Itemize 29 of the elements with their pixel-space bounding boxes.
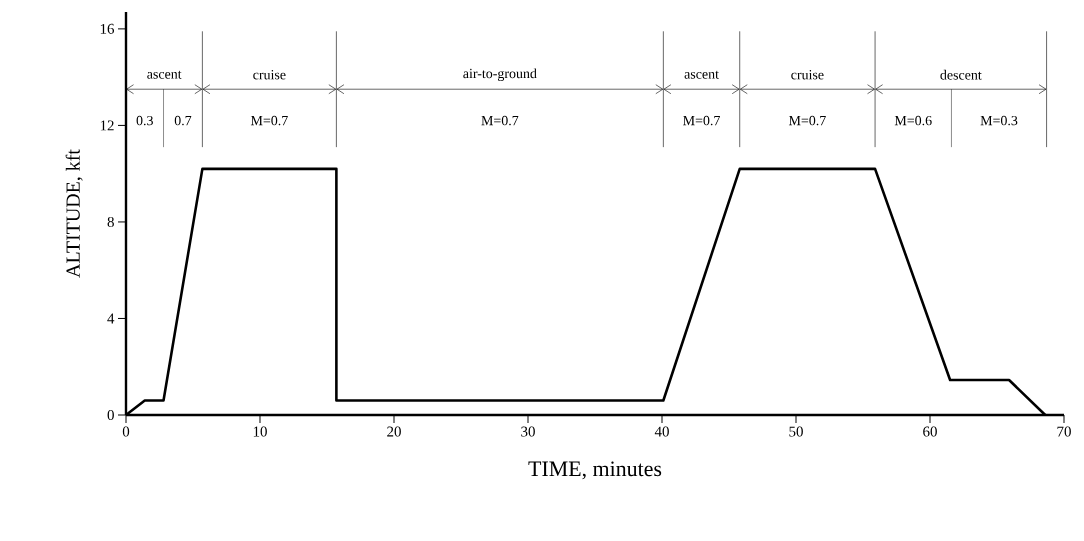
- annotation: M=0.7: [250, 115, 288, 126]
- y-tick-label: 0: [107, 409, 114, 421]
- x-tick-label: 0: [122, 426, 130, 437]
- annotation: M=0.7: [788, 115, 826, 126]
- annotation: M=0.6: [894, 115, 932, 126]
- x-tick-label: 50: [789, 426, 803, 437]
- annotation: 0.3: [136, 115, 153, 126]
- annotation: cruise: [791, 70, 824, 80]
- y-tick-label: 16: [100, 23, 115, 34]
- annotation: ascent: [684, 70, 719, 79]
- annotation: M=0.7: [683, 115, 720, 126]
- annotation: ascent: [147, 70, 182, 79]
- x-tick-label: 20: [387, 426, 401, 437]
- x-tick-label: 10: [253, 426, 267, 437]
- annotation: M=0.3: [980, 115, 1018, 126]
- y-tick-label: 12: [100, 120, 114, 131]
- y-tick-label: 8: [107, 216, 114, 227]
- annotation: cruise: [253, 70, 286, 80]
- x-tick-label: 60: [923, 426, 937, 437]
- annotation: air-to-ground: [463, 68, 537, 82]
- annotation: descent: [940, 69, 982, 80]
- x-axis-title: TIME, minutes: [528, 461, 662, 480]
- annotation: 0.7: [174, 115, 192, 126]
- y-axis-title: ALTITUDE, kft: [65, 149, 83, 278]
- y-tick-label: 4: [107, 313, 115, 324]
- annotation: M=0.7: [481, 115, 519, 126]
- x-tick-label: 40: [654, 426, 669, 437]
- x-tick-label: 30: [521, 426, 535, 437]
- x-tick-label: 70: [1057, 426, 1071, 437]
